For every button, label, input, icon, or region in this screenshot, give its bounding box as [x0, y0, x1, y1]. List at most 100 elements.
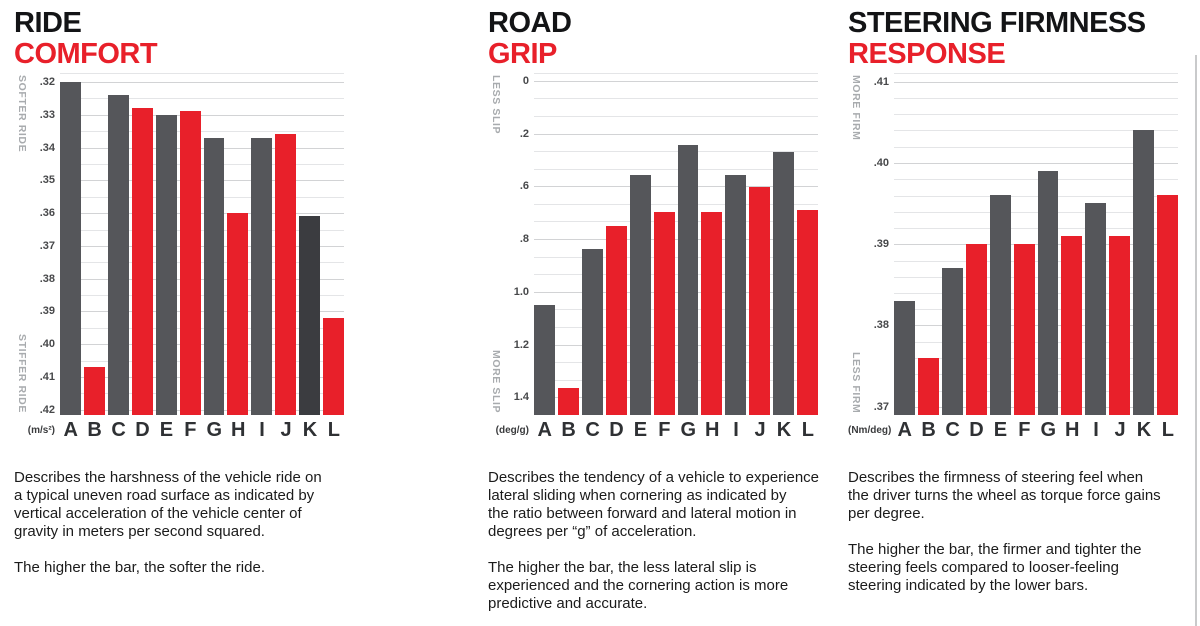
- x-axis-label-A: A: [537, 418, 552, 441]
- gridline: [60, 81, 344, 83]
- x-axis-label-C: C: [585, 418, 600, 441]
- x-axis-label-F: F: [658, 418, 670, 441]
- gridline: [60, 360, 344, 362]
- gridline: [534, 274, 818, 276]
- bar-H: [1061, 235, 1083, 415]
- y-axis-direction-label-bottom: MORE SLIP: [490, 349, 502, 413]
- x-axis-label-H: H: [1064, 418, 1079, 441]
- bar-G: [1037, 170, 1059, 415]
- gridline: [534, 344, 818, 346]
- x-axis-label-A: A: [897, 418, 912, 441]
- chart-description: Describes the harshness of the vehicle r…: [14, 469, 322, 576]
- x-axis-label-H: H: [704, 418, 719, 441]
- bar-F: [179, 111, 201, 415]
- gridline: [894, 114, 1178, 116]
- y-axis-direction-label-bottom: LESS FIRM: [850, 351, 862, 413]
- gridline: [894, 276, 1178, 278]
- gridline: [60, 344, 344, 346]
- x-axis-label-K: K: [1136, 418, 1151, 441]
- x-axis-label-D: D: [609, 418, 624, 441]
- chart-description: Describes the firmness of steering feel …: [848, 469, 1161, 594]
- y-tick-label: .34: [39, 141, 55, 154]
- gridline: [534, 133, 818, 135]
- gridline: [60, 294, 344, 296]
- x-axis-label-B: B: [87, 418, 102, 441]
- title-line-red: GRIP: [488, 38, 557, 70]
- y-tick-label: .40: [39, 338, 55, 351]
- y-tick-label: 1.4: [513, 391, 529, 404]
- gridline: [534, 238, 818, 240]
- y-tick-label: .37: [873, 400, 889, 413]
- gridline: [894, 195, 1178, 197]
- x-axis-label-J: J: [280, 418, 292, 441]
- gridline: [534, 80, 818, 82]
- gridline: [60, 196, 344, 198]
- gridline: [894, 228, 1178, 230]
- y-tick-label: .38: [873, 319, 889, 332]
- gridline: [60, 278, 344, 280]
- gridline: [534, 379, 818, 381]
- bar-A: [534, 304, 555, 415]
- gridline: [60, 213, 344, 215]
- y-axis-direction-label-top: SOFTER RIDE: [16, 75, 28, 153]
- y-axis: LESS SLIP MORE SLIP 0 .2 .6 .8 1.0 1.2 1.4: [488, 73, 534, 415]
- gridline: [60, 98, 344, 100]
- y-tick-label: .39: [873, 238, 889, 251]
- y-tick-label: .2: [519, 127, 529, 140]
- gridline: [60, 131, 344, 133]
- y-tick-label: .8: [519, 232, 529, 245]
- x-axis-label-C: C: [111, 418, 126, 441]
- steering-firmness-panel: STEERING FIRMNESS RESPONSE MORE FIRM LES…: [848, 8, 1198, 595]
- x-axis-label-J: J: [1114, 418, 1126, 441]
- y-tick-labels: .41 .40 .39 .38 .37: [862, 73, 889, 415]
- axis-unit-label: (deg/g): [495, 424, 529, 436]
- x-axis-label-D: D: [135, 418, 150, 441]
- y-tick-label: .41: [873, 75, 889, 88]
- y-tick-label: .6: [519, 180, 529, 193]
- x-axis-label-J: J: [754, 418, 766, 441]
- bar-B: [83, 367, 105, 415]
- gridline: [534, 168, 818, 170]
- gridline: [894, 309, 1178, 311]
- x-axis-label-L: L: [801, 418, 814, 441]
- bar-I: [725, 174, 747, 415]
- bar-E: [155, 114, 177, 415]
- title-line-black: STEERING FIRMNESS: [848, 7, 1146, 39]
- y-tick-label: .38: [39, 272, 55, 285]
- y-tick-label: .39: [39, 305, 55, 318]
- bar-D: [131, 108, 153, 415]
- bar-C: [107, 95, 129, 415]
- x-axis-label-C: C: [945, 418, 960, 441]
- gridline: [534, 309, 818, 311]
- panel-title: RIDE COMFORT: [14, 8, 444, 70]
- x-axis-label-I: I: [259, 418, 265, 441]
- bar-I: [251, 137, 273, 415]
- bar-B: [917, 358, 939, 415]
- x-axis-label-B: B: [921, 418, 936, 441]
- gridline: [894, 357, 1178, 359]
- y-axis-direction-label-bottom: STIFFER RIDE: [16, 334, 28, 413]
- axis-unit-label: (m/s²): [27, 424, 55, 436]
- steering-response-chart: MORE FIRM LESS FIRM .41 .40 .39 .38 .37 (Nm/…: [848, 73, 1179, 445]
- bar-J: [1109, 235, 1131, 415]
- gridline: [60, 327, 344, 329]
- gridline: [534, 327, 818, 328]
- x-axis-label-A: A: [63, 418, 78, 441]
- gridline: [894, 211, 1178, 213]
- gridline: [894, 374, 1178, 376]
- y-axis-direction-label-top: LESS SLIP: [490, 75, 502, 135]
- gridline: [60, 163, 344, 165]
- bars-group: [534, 73, 819, 415]
- gridline: [894, 292, 1178, 294]
- x-axis-label-G: G: [680, 418, 696, 441]
- gridline: [60, 114, 344, 116]
- gridline: [894, 146, 1178, 148]
- gridline: [60, 229, 344, 231]
- gridline: [534, 98, 818, 100]
- bar-A: [894, 301, 915, 415]
